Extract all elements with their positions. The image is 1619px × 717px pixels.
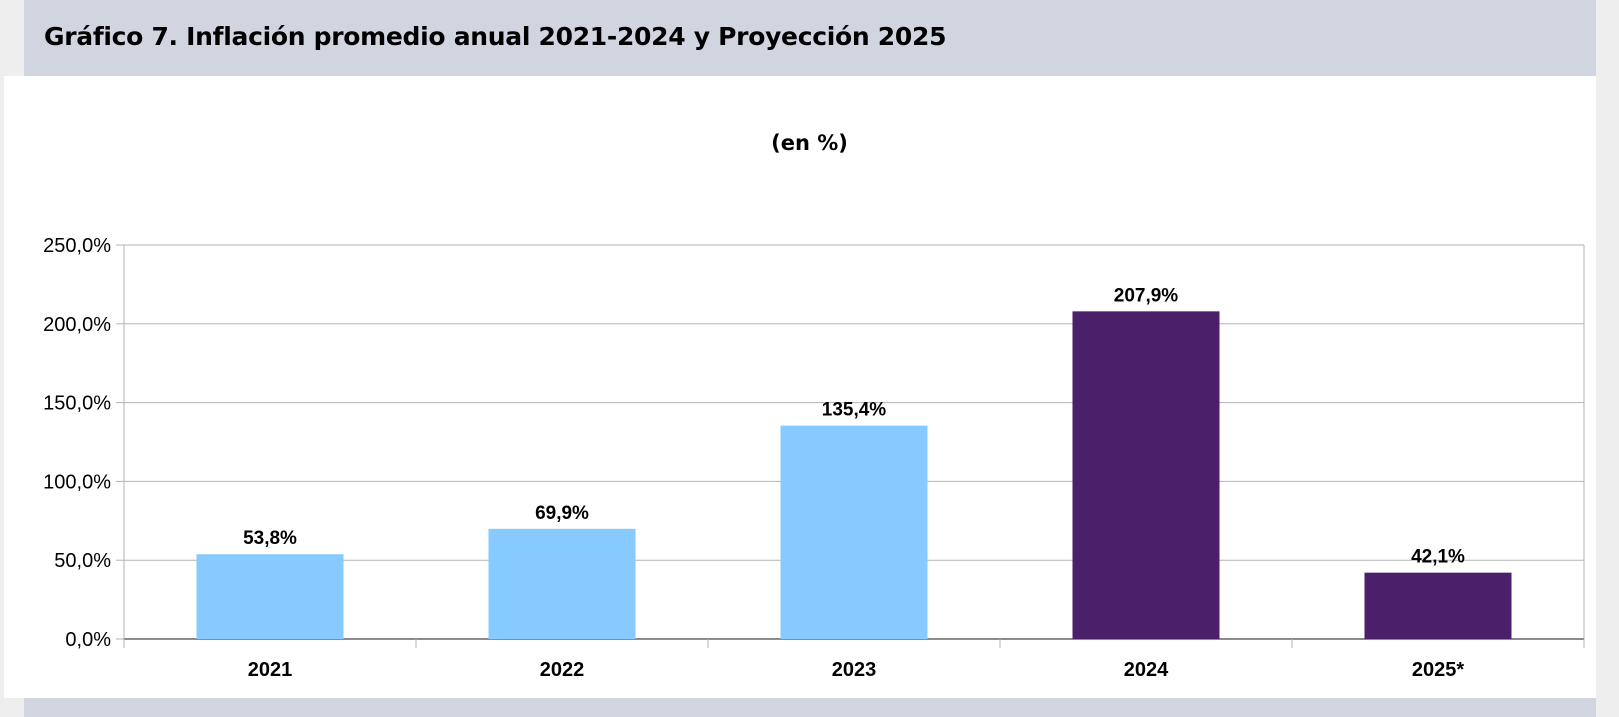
y-tick-label: 150,0% xyxy=(43,393,111,415)
bars xyxy=(196,311,1512,639)
bar-2022 xyxy=(488,528,636,639)
y-tick-label: 250,0% xyxy=(43,235,111,257)
y-tick-label: 100,0% xyxy=(43,471,111,493)
data-label: 53,8% xyxy=(243,528,297,549)
bar-2024 xyxy=(1072,311,1220,639)
header-band xyxy=(24,0,1596,76)
data-label: 207,9% xyxy=(1114,285,1179,306)
data-label: 69,9% xyxy=(535,503,589,524)
bar-2021 xyxy=(196,554,344,639)
chart-title: Gráfico 7. Inflación promedio anual 2021… xyxy=(44,22,947,51)
y-tick-label: 0,0% xyxy=(65,629,111,651)
chart-subtitle: (en %) xyxy=(771,131,848,155)
footer-band xyxy=(24,698,1596,717)
bar-2023 xyxy=(780,425,928,639)
tick-labels: 0,0% 50,0% 100,0% 150,0% 200,0% 250,0% 2021 202… xyxy=(43,235,1464,681)
x-tick-label: 2021 xyxy=(248,659,293,681)
x-tick-label: 2023 xyxy=(832,659,877,681)
x-tick-label: 2022 xyxy=(540,659,585,681)
data-labels: 53,8% 69,9% 135,4% 207,9% 42,1% xyxy=(243,285,1465,567)
x-tick-label: 2024 xyxy=(1124,659,1169,681)
data-label: 42,1% xyxy=(1411,547,1465,568)
x-tick-label: 2025* xyxy=(1412,659,1464,681)
bar-2025 xyxy=(1364,572,1512,639)
y-tick-label: 200,0% xyxy=(43,314,111,336)
y-tick-label: 50,0% xyxy=(54,550,111,572)
data-label: 135,4% xyxy=(822,400,887,421)
